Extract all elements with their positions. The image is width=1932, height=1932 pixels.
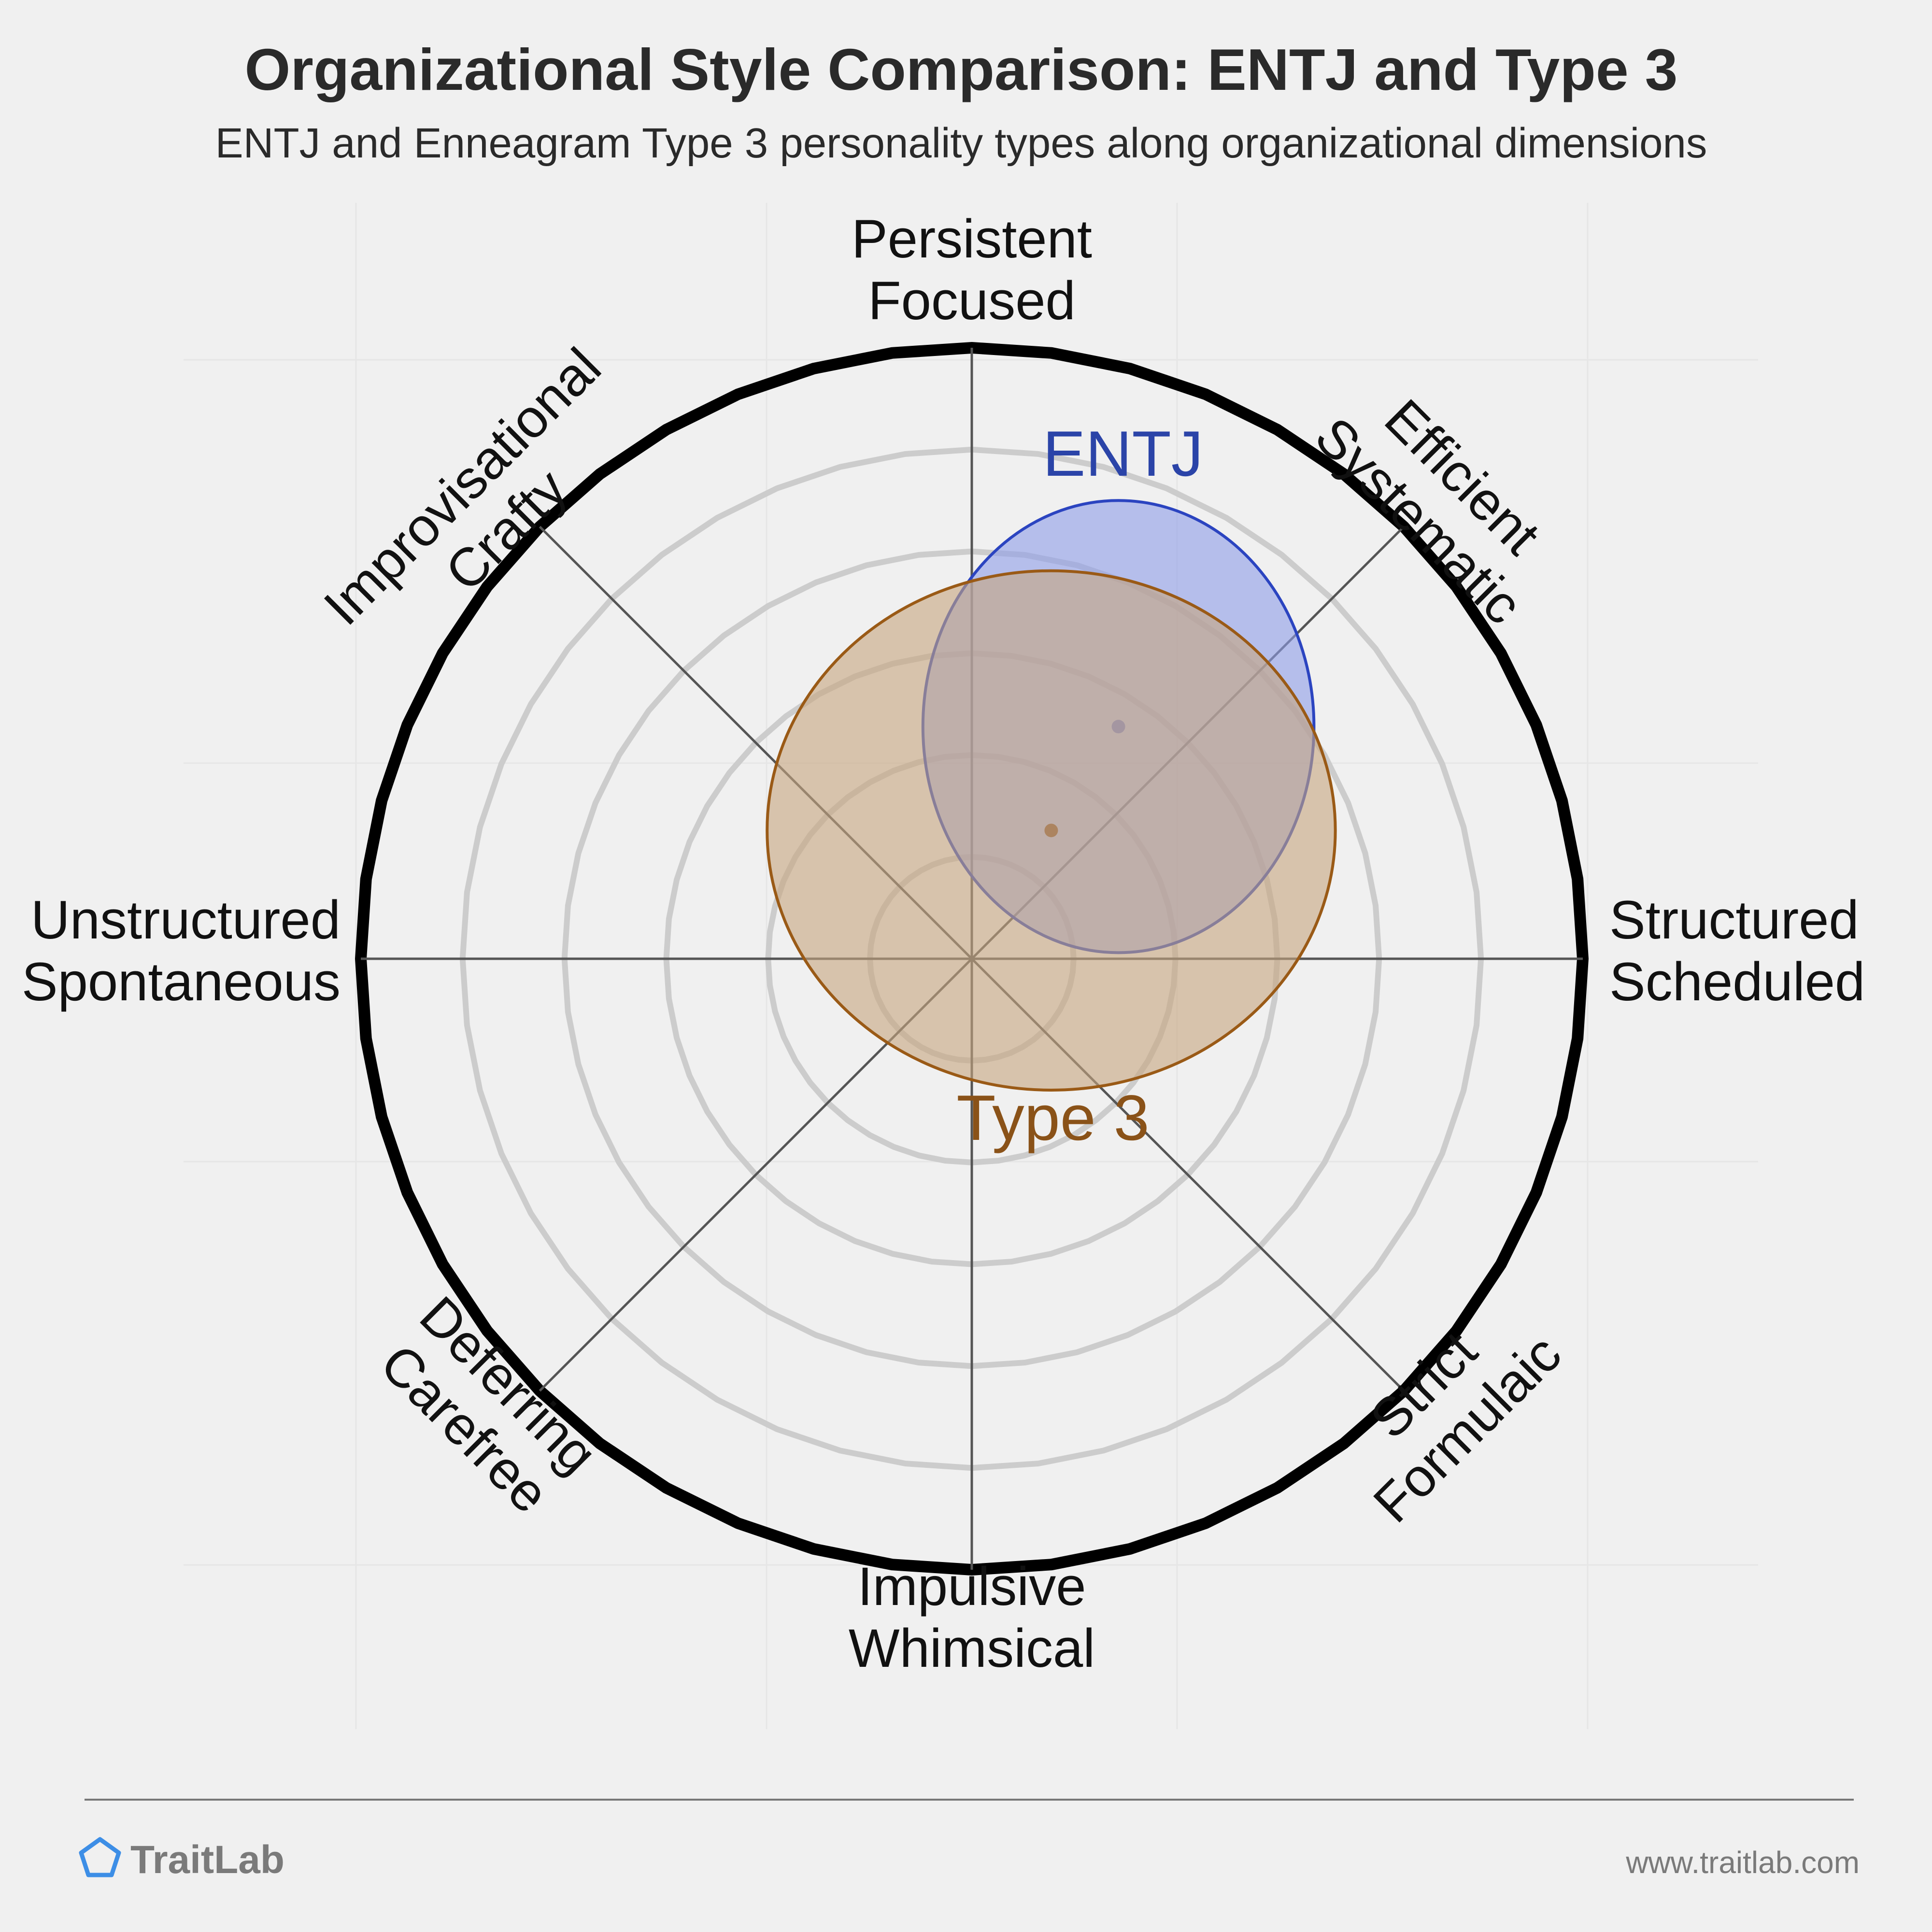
pentagon-icon [79,1837,121,1877]
axis-label-line: Spontaneous [22,952,341,1012]
axis-label-line: Focused [868,270,1076,331]
type3-series-label: Type 3 [956,1082,1149,1154]
axis-label-line: Unstructured [31,890,341,950]
chart-title: Organizational Style Comparison: ENTJ an… [245,37,1678,102]
brand-name: TraitLab [130,1838,284,1882]
axis-label-line: Persistent [852,209,1092,269]
traitlab-logo: TraitLab [79,1837,284,1882]
footer-url[interactable]: www.traitlab.com [1625,1845,1860,1880]
entj-series-label: ENTJ [1043,418,1204,490]
axis-label-line: Whimsical [849,1618,1095,1678]
axis-label-line: Impulsive [857,1556,1086,1617]
axis-label-line: Scheduled [1609,952,1865,1012]
axis-label-line: Structured [1609,890,1859,950]
series-blobs: ENTJ Type 3 [766,418,1337,1154]
chart-subtitle: ENTJ and Enneagram Type 3 personality ty… [215,120,1707,167]
type3-center-point [1044,824,1058,838]
